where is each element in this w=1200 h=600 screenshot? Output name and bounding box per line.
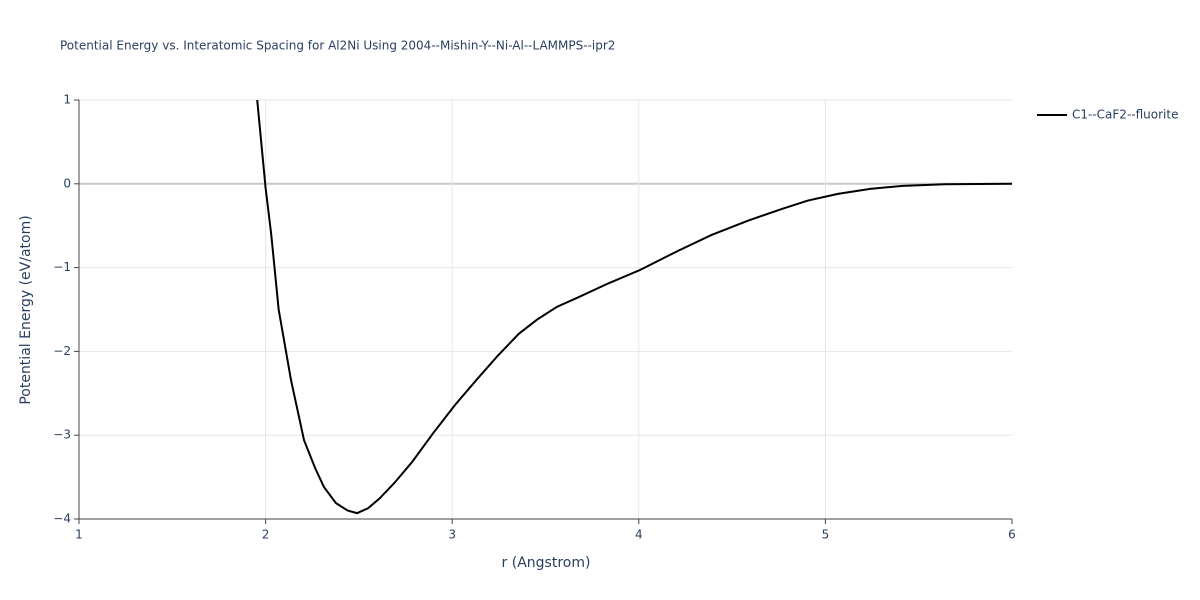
y-tick-label: −4	[53, 512, 71, 526]
x-axis-label: r (Angstrom)	[502, 555, 591, 571]
x-tick-label: 4	[635, 528, 643, 542]
x-tick-label: 2	[262, 528, 270, 542]
x-tick-label: 5	[822, 528, 830, 542]
chart-title: Potential Energy vs. Interatomic Spacing…	[60, 39, 615, 53]
y-tick-label: −2	[53, 344, 71, 358]
y-tick-label: 0	[63, 176, 71, 190]
y-tick-label: 1	[63, 93, 71, 107]
y-axis-label: Potential Energy (eV/atom)	[18, 215, 34, 404]
legend-label: C1--CaF2--fluorite	[1072, 108, 1178, 122]
y-tick-label: −3	[53, 428, 71, 442]
y-tick-label: −1	[53, 260, 71, 274]
x-tick-label: 1	[75, 528, 83, 542]
line-series	[256, 99, 1013, 515]
x-tick-label: 6	[1008, 528, 1016, 542]
x-tick-label: 3	[448, 528, 456, 542]
